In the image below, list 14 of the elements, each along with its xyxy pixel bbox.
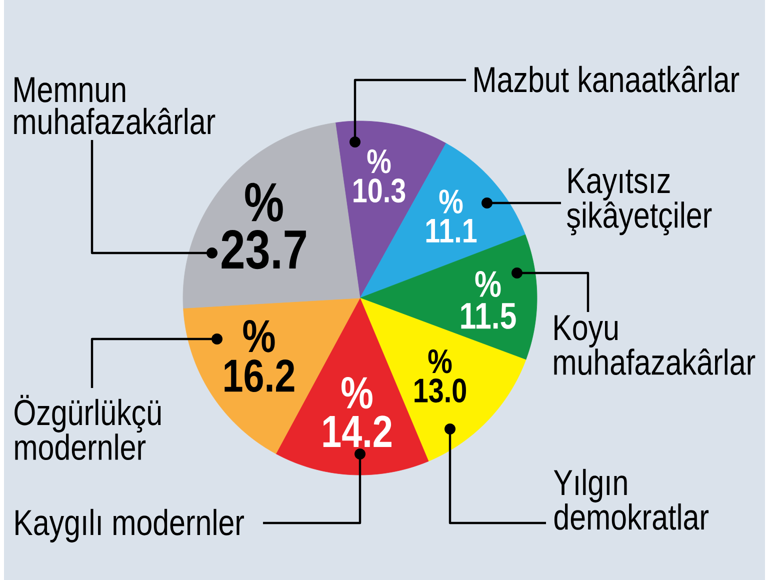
data-label: % 13.0 bbox=[414, 349, 466, 403]
data-label: % 11.5 bbox=[461, 271, 516, 329]
slice-label: Yılgın demokratlar bbox=[554, 468, 709, 530]
slice-label: Kayıtsız şikâyetçiler bbox=[567, 168, 712, 236]
slice-label: Koyu muhafazakârlar bbox=[554, 315, 756, 376]
data-label: % 10.3 bbox=[354, 149, 406, 203]
data-label: % 23.7 bbox=[222, 182, 306, 270]
data-label: % 11.1 bbox=[426, 190, 477, 242]
data-label: % 16.2 bbox=[224, 320, 294, 392]
slice-label: Memnun muhafazakârlar bbox=[14, 77, 216, 134]
slice-label: Kaygılı modernler bbox=[16, 508, 244, 542]
slice-label: Mazbut kanaatkârlar bbox=[474, 66, 740, 92]
data-label: % 14.2 bbox=[323, 376, 392, 447]
slice-label: Özgürlükçü modernler bbox=[14, 394, 161, 460]
